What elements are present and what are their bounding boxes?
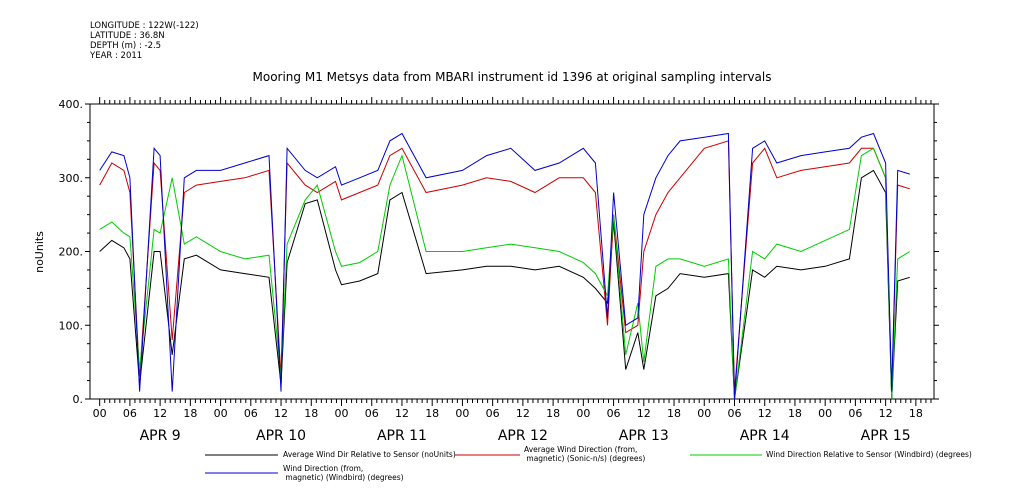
x-day-label: APR 14	[740, 428, 790, 444]
x-tick-label: 06	[244, 407, 258, 420]
series-line-4	[99, 132, 910, 400]
x-tick-label: 18	[183, 407, 197, 420]
legend-label-3: Wind Direction Relative to Sensor (Windb…	[766, 450, 972, 459]
x-tick-label: 06	[365, 407, 379, 420]
series-line-3	[99, 147, 911, 400]
x-tick-label: 12	[395, 407, 409, 420]
x-tick-label: 12	[516, 407, 530, 420]
x-day-label: APR 13	[619, 428, 669, 444]
x-day-label: APR 10	[256, 428, 306, 444]
x-tick-label: 18	[788, 407, 802, 420]
y-tick-label: 0.	[73, 393, 84, 406]
x-tick-label: 00	[214, 407, 228, 420]
x-tick-label: 00	[93, 407, 107, 420]
x-tick-label: 00	[335, 407, 349, 420]
x-day-label: APR 15	[861, 428, 911, 444]
x-day-label: APR 9	[140, 428, 181, 444]
x-tick-label: 06	[607, 407, 621, 420]
x-tick-label: 06	[727, 407, 741, 420]
x-tick-label: 18	[909, 407, 923, 420]
x-tick-label: 06	[486, 407, 500, 420]
x-tick-label: 06	[848, 407, 862, 420]
plot-frame	[89, 103, 935, 400]
chart-title: Mooring M1 Metsys data from MBARI instru…	[253, 70, 772, 84]
x-day-label: APR 12	[498, 428, 548, 444]
x-tick-label: 12	[637, 407, 651, 420]
legend-label-1: Average Wind Dir Relative to Sensor (noU…	[283, 450, 456, 459]
x-tick-label: 18	[667, 407, 681, 420]
y-tick-label: 200.	[59, 246, 84, 259]
series-line-2	[99, 140, 910, 392]
x-tick-label: 00	[576, 407, 590, 420]
x-tick-label: 18	[425, 407, 439, 420]
x-tick-label: 12	[153, 407, 167, 420]
x-tick-label: 12	[758, 407, 772, 420]
x-tick-label: 00	[455, 407, 469, 420]
x-tick-label: 12	[879, 407, 893, 420]
legend-label-4: Wind Direction (from, magnetic) (Windbir…	[283, 464, 404, 482]
x-day-label: APR 11	[377, 428, 427, 444]
y-tick-label: 300.	[59, 172, 84, 185]
y-tick-label: 100.	[59, 319, 84, 332]
series-line-1	[99, 169, 910, 400]
y-axis-label: noUnits	[33, 231, 46, 273]
x-tick-label: 18	[304, 407, 318, 420]
meta-latitude: LATITUDE : 36.8N	[90, 31, 165, 41]
meta-depth: DEPTH (m) : -2.5	[90, 41, 162, 51]
legend-label-2: Average Wind Direction (from, magnetic) …	[524, 445, 645, 463]
y-tick-label: 400.	[59, 98, 84, 111]
x-tick-label: 00	[818, 407, 832, 420]
x-tick-label: 00	[697, 407, 711, 420]
x-tick-label: 18	[546, 407, 560, 420]
meta-year: YEAR : 2011	[90, 51, 143, 61]
meta-longitude: LONGITUDE : 122W(-122)	[90, 21, 199, 31]
x-tick-label: 12	[274, 407, 288, 420]
metadata-block: LONGITUDE : 122W(-122) LATITUDE : 36.8N …	[90, 21, 199, 61]
x-tick-label: 06	[123, 407, 137, 420]
